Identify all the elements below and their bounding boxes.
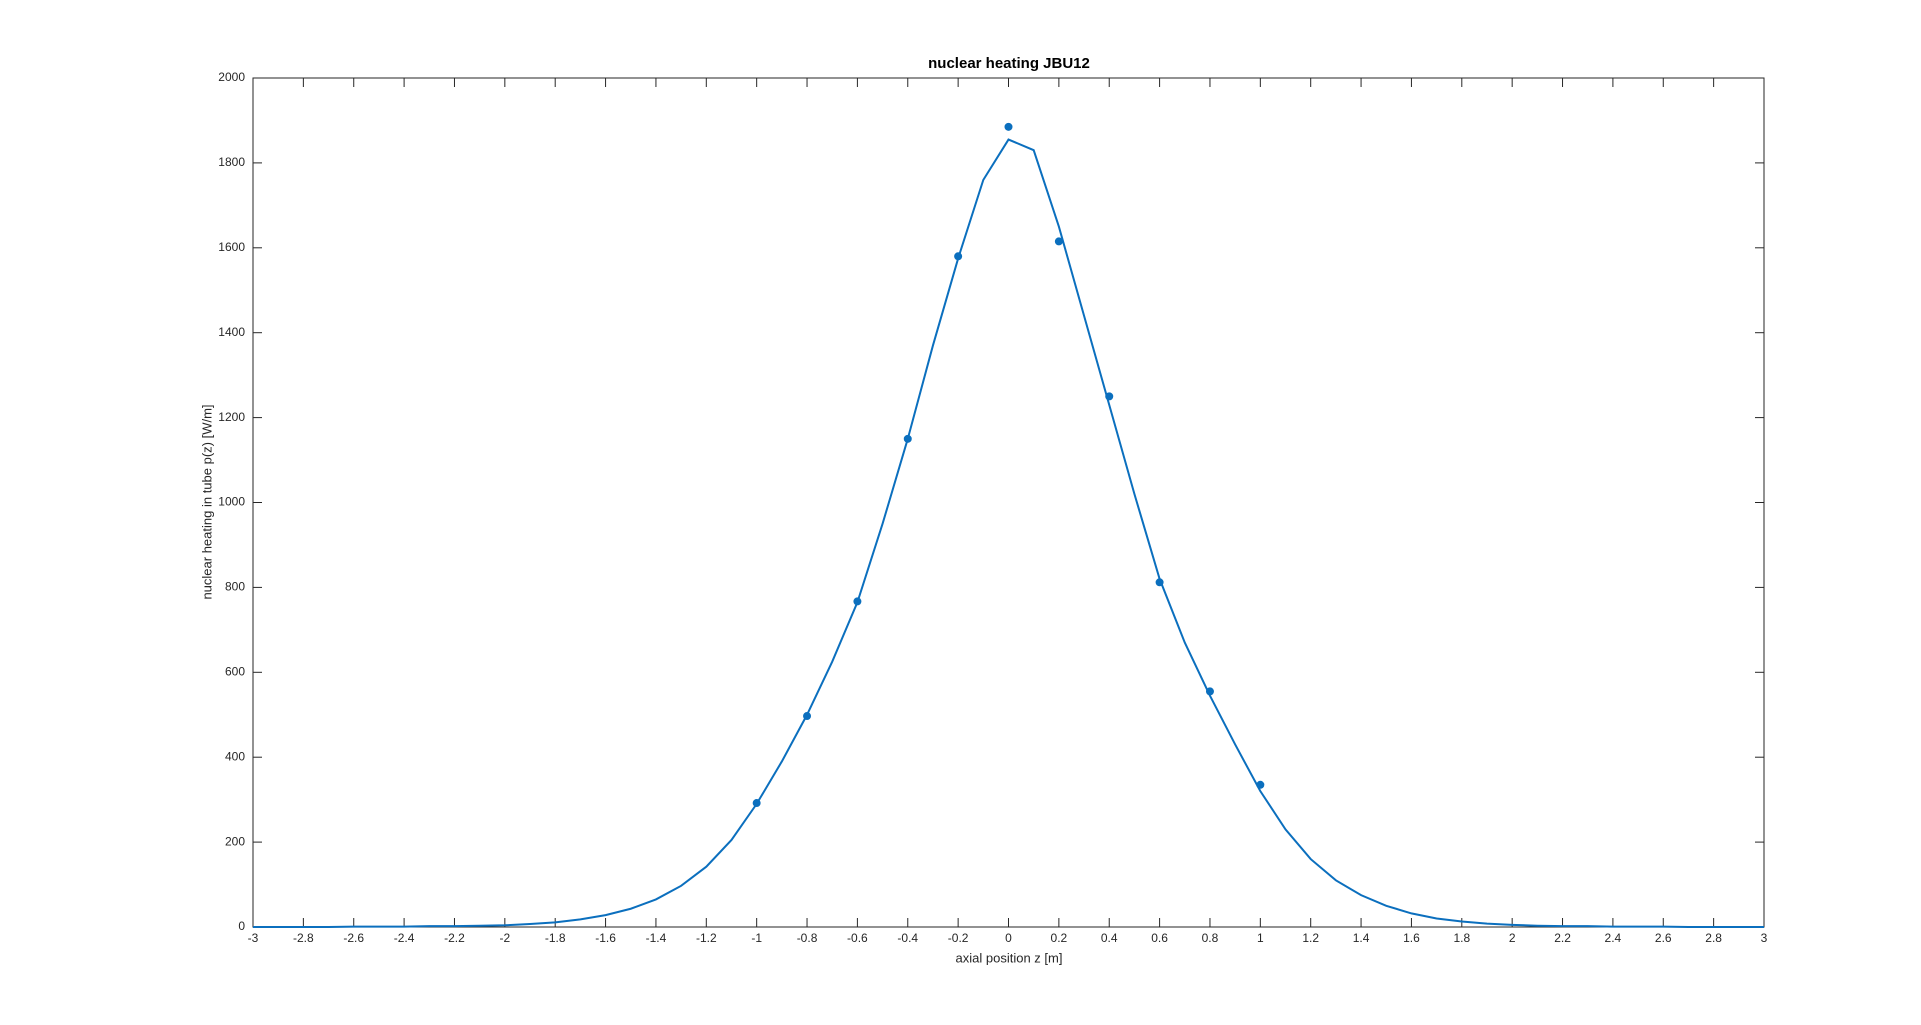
- x-tick-label: -1.4: [646, 931, 667, 945]
- data-point: [1105, 392, 1114, 401]
- x-tick-label: -1.8: [545, 931, 566, 945]
- x-tick-label: -2.6: [343, 931, 364, 945]
- x-tick-label: 2.4: [1605, 931, 1622, 945]
- x-tick-label: -2: [499, 931, 510, 945]
- chart-title: nuclear heating JBU12: [928, 55, 1090, 72]
- x-tick-label: -2.8: [293, 931, 314, 945]
- y-tick-label: 200: [225, 834, 245, 848]
- y-tick-label: 400: [225, 749, 245, 763]
- data-point: [1054, 237, 1063, 246]
- x-tick-label: -2.2: [444, 931, 465, 945]
- x-axis-label: axial position z [m]: [956, 950, 1063, 965]
- y-tick-label: 1800: [218, 155, 245, 169]
- data-point: [1155, 578, 1164, 587]
- x-tick-label: -3: [248, 931, 259, 945]
- y-tick-label: 600: [225, 664, 245, 678]
- y-tick-label: 1600: [218, 240, 245, 254]
- x-tick-label: 2.8: [1705, 931, 1722, 945]
- x-tick-label: 2.6: [1655, 931, 1672, 945]
- x-tick-label: 3: [1761, 931, 1768, 945]
- y-tick-label: 800: [225, 580, 245, 594]
- y-tick-label: 1400: [218, 325, 245, 339]
- x-tick-label: 1.4: [1353, 931, 1370, 945]
- data-point: [803, 712, 812, 721]
- data-point: [752, 799, 761, 808]
- x-tick-label: 0.2: [1051, 931, 1068, 945]
- x-tick-label: 2.2: [1554, 931, 1571, 945]
- data-point: [853, 597, 862, 606]
- curve: [253, 138, 1764, 928]
- x-tick-label: -1.2: [696, 931, 717, 945]
- y-tick-label: 2000: [218, 70, 245, 84]
- data-point: [954, 252, 963, 261]
- y-axis-label: nuclear heating in tube p(z) [W/m]: [199, 404, 214, 599]
- x-tick-label: -0.6: [847, 931, 868, 945]
- x-tick-label: 0.4: [1101, 931, 1118, 945]
- x-tick-label: 0.6: [1151, 931, 1168, 945]
- y-tick-label: 1000: [218, 495, 245, 509]
- x-tick-label: -2.4: [394, 931, 415, 945]
- data-point: [903, 434, 912, 443]
- x-tick-label: 1: [1257, 931, 1264, 945]
- y-tick-label: 1200: [218, 410, 245, 424]
- x-tick-label: 1.6: [1403, 931, 1420, 945]
- x-tick-label: -0.8: [797, 931, 818, 945]
- x-tick-label: 1.2: [1302, 931, 1319, 945]
- x-tick-label: 0.8: [1202, 931, 1219, 945]
- x-tick-label: 2: [1509, 931, 1516, 945]
- x-tick-label: 0: [1005, 931, 1012, 945]
- data-point: [1256, 780, 1265, 789]
- x-tick-label: -1.6: [595, 931, 616, 945]
- x-tick-label: -0.2: [948, 931, 969, 945]
- plot-box: [252, 77, 1765, 928]
- x-tick-label: 1.8: [1453, 931, 1470, 945]
- x-tick-label: -0.4: [897, 931, 918, 945]
- y-tick-label: 0: [238, 919, 245, 933]
- x-tick-label: -1: [751, 931, 762, 945]
- data-point: [1004, 122, 1013, 131]
- data-point: [1205, 687, 1214, 696]
